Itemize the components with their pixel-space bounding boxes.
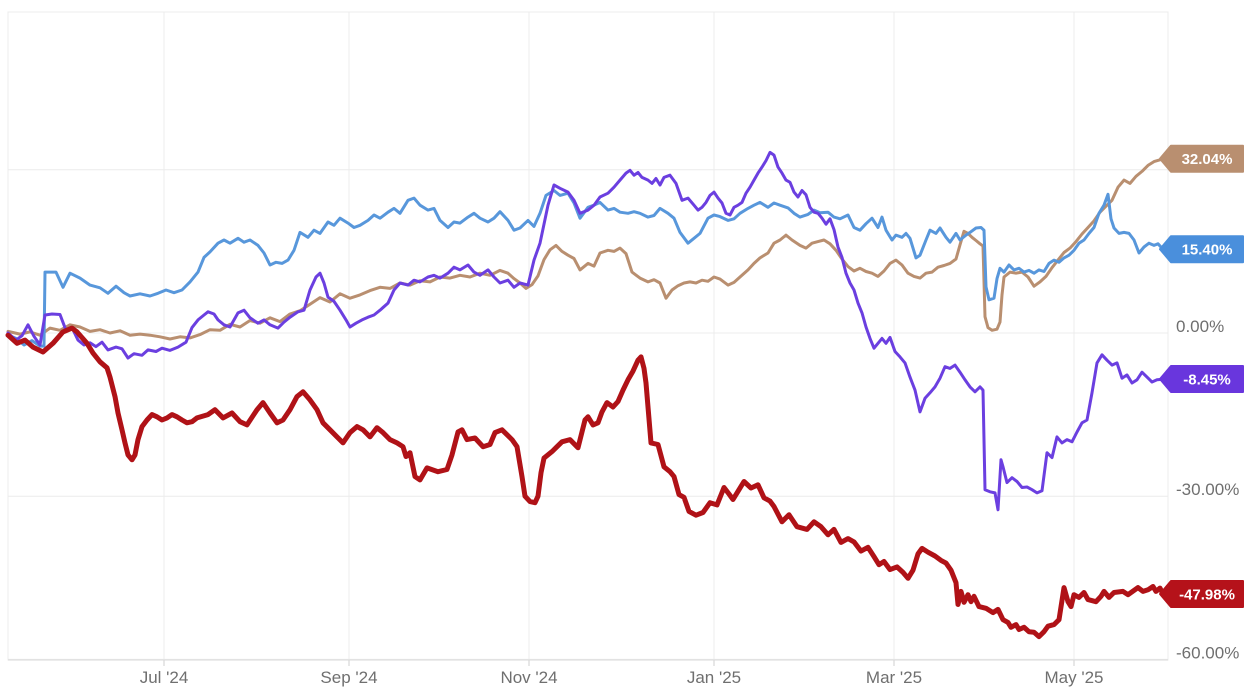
x-tick-label: Nov '24 xyxy=(500,668,557,687)
badge-label-purple: -8.45% xyxy=(1183,372,1231,389)
y-tick-label: -60.00% xyxy=(1176,643,1239,662)
series-line-blue[interactable] xyxy=(6,189,1165,348)
series-line-tan[interactable] xyxy=(6,157,1165,341)
x-tick-label: Mar '25 xyxy=(866,668,922,687)
series-line-purple[interactable] xyxy=(6,150,1165,512)
badge-label-blue: 15.40% xyxy=(1182,242,1233,259)
badge-label-tan: 32.04% xyxy=(1182,151,1233,168)
y-tick-label: -30.00% xyxy=(1176,480,1239,499)
value-badge-tan xyxy=(1159,144,1244,173)
value-badge-purple xyxy=(1159,365,1244,393)
series-line-red[interactable] xyxy=(5,325,1166,640)
badge-label-red: -47.98% xyxy=(1179,587,1235,604)
x-tick-label: May '25 xyxy=(1045,668,1104,687)
value-badge-red xyxy=(1159,580,1244,608)
y-tick-label: 0.00% xyxy=(1176,317,1224,336)
x-tick-label: Sep '24 xyxy=(320,668,377,687)
value-badge-blue xyxy=(1159,235,1244,264)
x-tick-label: Jan '25 xyxy=(687,668,741,687)
x-tick-label: Jul '24 xyxy=(140,668,189,687)
